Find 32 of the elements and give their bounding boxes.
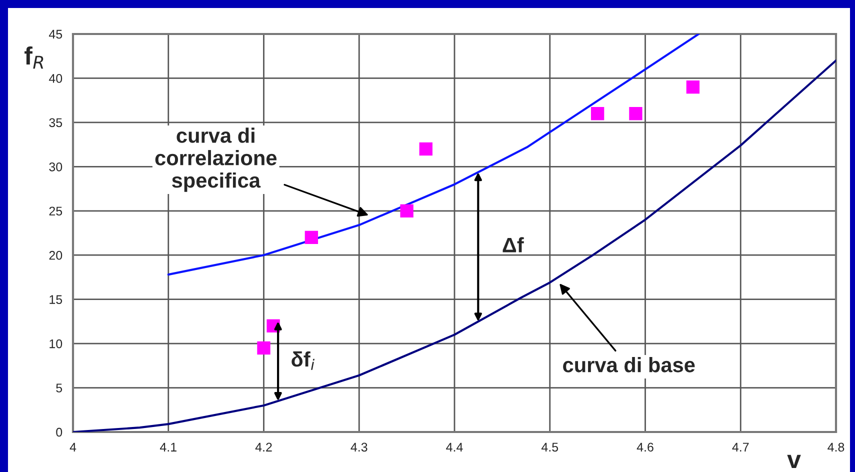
point <box>400 204 414 218</box>
y-tick-label: 0 <box>56 428 62 437</box>
y-tick-label: 10 <box>50 339 62 348</box>
y-tick-label: 45 <box>48 30 62 39</box>
x-tick-label: 4.5 <box>541 442 558 452</box>
y-tick-label: 35 <box>49 118 62 128</box>
y-tick-label: 15 <box>50 295 62 304</box>
y-tick-label: 40 <box>48 74 62 83</box>
annotation: curva di correlazione specifica <box>155 128 277 192</box>
y-tick-label: 30 <box>49 162 62 172</box>
point <box>419 142 432 156</box>
x-axis-title: v <box>787 454 801 468</box>
point <box>686 80 700 94</box>
point <box>257 341 270 355</box>
x-tick-label: 4 <box>70 442 76 452</box>
point <box>590 107 604 120</box>
x-tick-label: 4.8 <box>828 442 844 452</box>
point <box>629 107 642 120</box>
point <box>304 230 318 244</box>
y-axis-title: f$_{R}$ <box>24 46 44 69</box>
x-tick-label: 4.4 <box>446 442 463 452</box>
y-tick-label: 5 <box>56 384 62 392</box>
x-tick-label: 4.3 <box>350 442 368 452</box>
annotation: curva di base <box>563 357 695 372</box>
y-tick-label: 20 <box>49 250 62 260</box>
annotation: Δf <box>502 237 524 252</box>
x-tick-label: 4.7 <box>732 442 749 452</box>
x-tick-label: 4.2 <box>255 442 272 452</box>
x-tick-label: 4.1 <box>160 442 176 452</box>
y-tick-label: 25 <box>49 206 62 216</box>
x-tick-label: 4.6 <box>636 442 654 452</box>
annotation: δf$_{i}$ <box>292 351 315 370</box>
